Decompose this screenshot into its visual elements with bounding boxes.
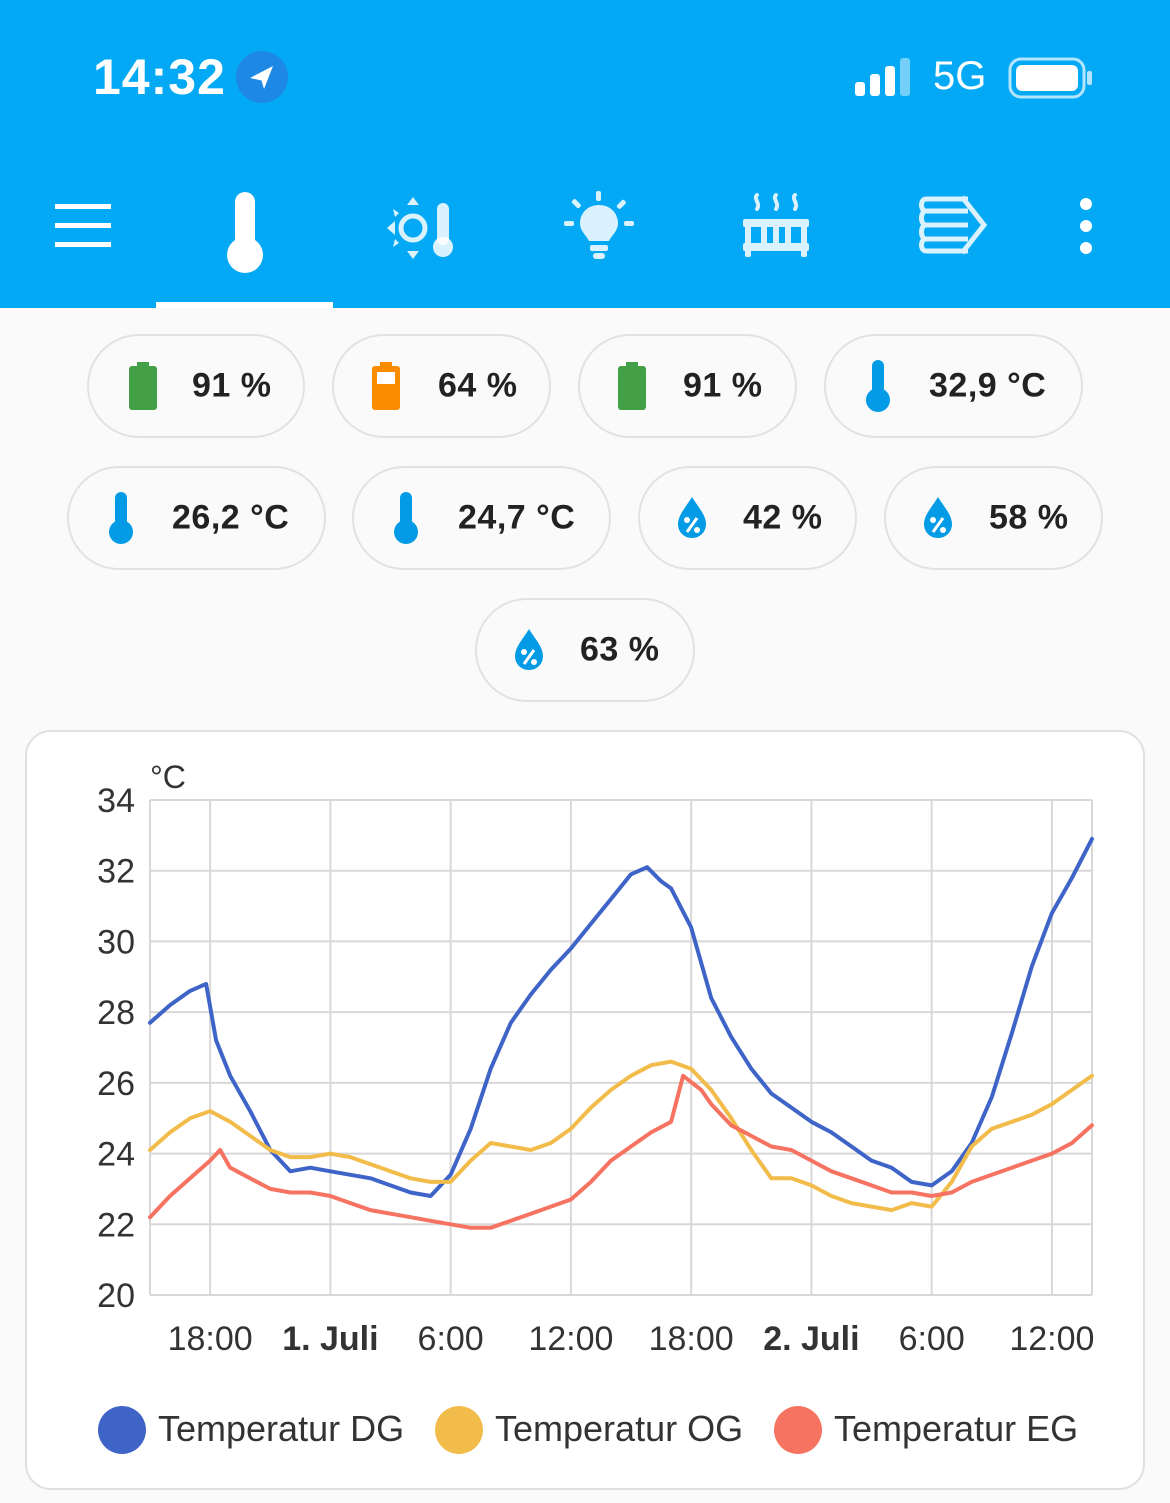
app-header: 14:32 5G	[0, 0, 1170, 308]
badge-humidity-3[interactable]: 63 %	[475, 598, 695, 702]
active-tab-indicator	[156, 302, 333, 308]
cellular-signal-icon	[855, 58, 915, 98]
legend-label: Temperatur EG	[834, 1408, 1079, 1449]
x-tick-label: 6:00	[418, 1320, 484, 1358]
y-tick-label: 22	[97, 1206, 135, 1244]
series-line-2	[148, 1059, 1094, 1213]
more-vertical-icon[interactable]	[1068, 196, 1104, 256]
tab-floor-heating[interactable]	[864, 175, 1041, 305]
x-tick-label: 18:00	[168, 1320, 253, 1358]
y-tick-label: 20	[97, 1277, 135, 1315]
legend-swatch	[98, 1406, 146, 1454]
lightbulb-icon	[563, 191, 634, 259]
badge-value: 91 %	[192, 366, 272, 405]
series-line-3	[148, 1073, 1094, 1230]
x-tick-label: 1. Juli	[282, 1320, 378, 1358]
location-arrow-icon	[236, 51, 288, 103]
thermometer-icon	[226, 192, 263, 273]
badge-value: 58 %	[989, 498, 1069, 537]
y-tick-label: 30	[97, 923, 135, 961]
thermometer-icon	[109, 492, 133, 544]
x-tick-label: 6:00	[899, 1320, 965, 1358]
legend-label: Temperatur DG	[158, 1408, 405, 1449]
badge-temperature-3[interactable]: 24,7 °C	[352, 466, 611, 570]
badge-humidity-1[interactable]: 42 %	[638, 466, 857, 570]
humidity-icon	[678, 497, 706, 538]
x-tick-label: 12:00	[528, 1320, 613, 1358]
network-type: 5G	[933, 54, 987, 98]
humidity-icon	[515, 629, 543, 670]
badge-humidity-2[interactable]: 58 %	[884, 466, 1103, 570]
y-tick-label: 24	[97, 1136, 135, 1174]
y-tick-label: 34	[97, 782, 135, 820]
thermometer-icon	[866, 360, 890, 412]
y-tick-label: 32	[97, 853, 135, 891]
status-time: 14:32	[93, 49, 226, 105]
legend-swatch	[774, 1406, 822, 1454]
x-tick-label: 2. Juli	[763, 1320, 859, 1358]
battery-icon	[1008, 57, 1094, 104]
legend-item-dg[interactable]: Temperatur DG	[98, 1402, 408, 1458]
battery-full-icon	[129, 362, 157, 410]
badge-value: 63 %	[580, 630, 660, 669]
battery-medium-icon	[372, 362, 400, 410]
badge-value: 26,2 °C	[172, 498, 290, 537]
x-tick-label: 12:00	[1009, 1320, 1094, 1358]
badge-value: 91 %	[683, 366, 763, 405]
legend-label: Temperatur OG	[495, 1408, 744, 1449]
tab-outdoor[interactable]	[333, 175, 510, 305]
floor-heating-icon	[918, 195, 987, 255]
tab-lights[interactable]	[510, 175, 687, 305]
humidity-icon	[924, 497, 952, 538]
tab-temperature[interactable]	[156, 175, 333, 305]
badge-value: 32,9 °C	[929, 366, 1047, 405]
badge-value: 64 %	[438, 366, 518, 405]
thermometer-icon	[394, 492, 418, 544]
badge-battery-1[interactable]: 91 %	[87, 334, 305, 438]
badge-value: 42 %	[743, 498, 823, 537]
legend-swatch	[435, 1406, 483, 1454]
legend-item-og[interactable]: Temperatur OG	[435, 1402, 745, 1458]
hamburger-menu-icon[interactable]	[55, 204, 113, 248]
battery-full-icon	[618, 362, 646, 410]
x-tick-label: 18:00	[649, 1320, 734, 1358]
badge-temperature-1[interactable]: 32,9 °C	[824, 334, 1083, 438]
tab-heating[interactable]	[687, 175, 864, 305]
badge-value: 24,7 °C	[458, 498, 576, 537]
badge-temperature-2[interactable]: 26,2 °C	[67, 466, 326, 570]
y-tick-label: 28	[97, 994, 135, 1032]
y-axis-label: °C	[150, 759, 186, 795]
legend-item-eg[interactable]: Temperatur EG	[774, 1402, 1084, 1458]
series-line-1	[148, 836, 1094, 1198]
radiator-icon	[742, 193, 809, 257]
badge-battery-3[interactable]: 91 %	[578, 334, 797, 438]
sun-thermometer-icon	[386, 197, 453, 259]
y-tick-label: 26	[97, 1065, 135, 1103]
badge-battery-2[interactable]: 64 %	[332, 334, 551, 438]
